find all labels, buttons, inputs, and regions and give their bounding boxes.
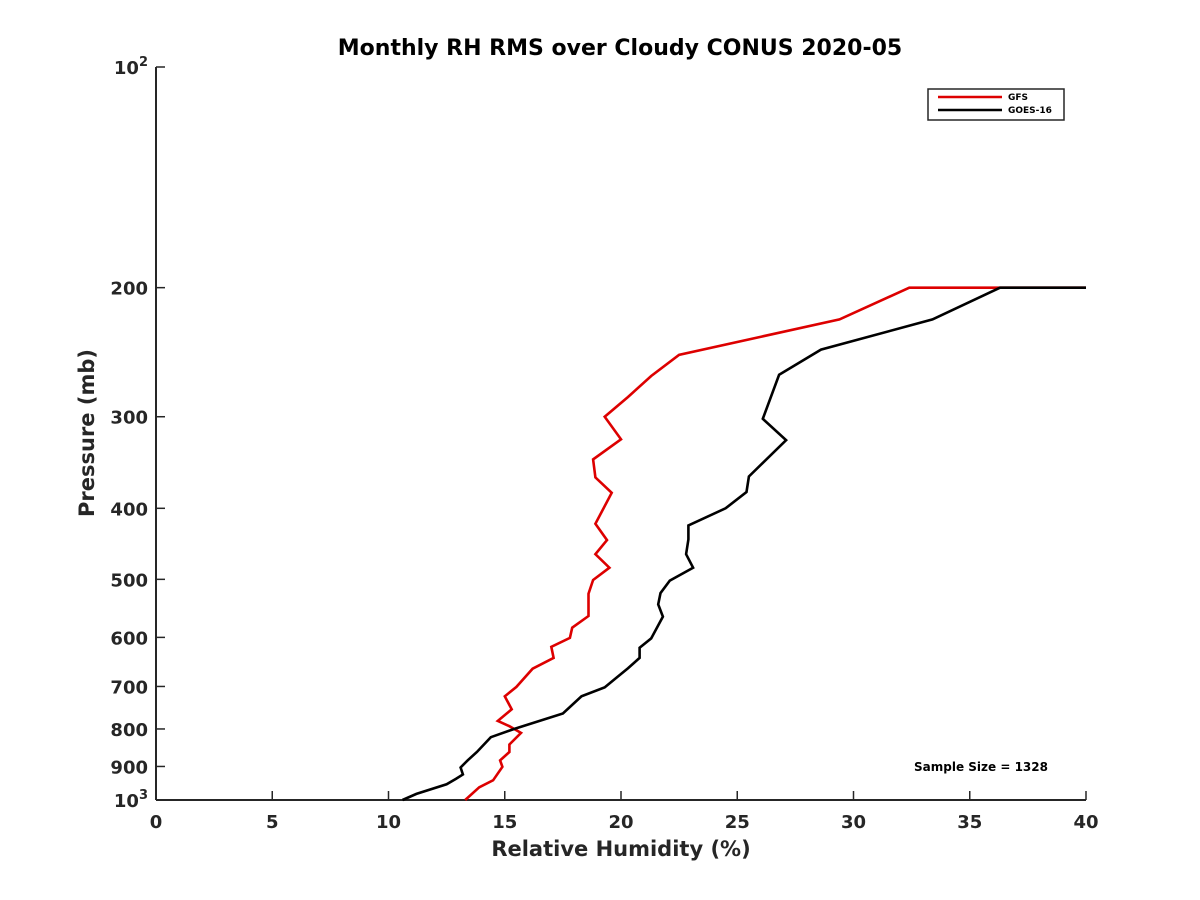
y-tick-label: 200 (110, 279, 148, 300)
x-tick-label: 15 (492, 812, 517, 833)
sample-size-annotation: Sample Size = 1328 (914, 760, 1048, 774)
y-tick-label: 300 (110, 408, 148, 429)
series-line-gfs (464, 286, 1086, 801)
y-tick-label: 600 (110, 628, 148, 649)
y-tick-label: 103 (114, 788, 148, 812)
legend: GFS GOES-16 (927, 88, 1065, 121)
axes: 0 5 10 15 20 25 30 35 40 102 200 300 400 500 600 700 800… (110, 55, 1098, 833)
series-line-goes16 (401, 286, 1086, 802)
legend-box (927, 88, 1065, 121)
x-tick-label: 40 (1073, 812, 1098, 833)
legend-label-goes16: GOES-16 (1008, 106, 1052, 116)
x-tick-label: 20 (608, 812, 633, 833)
x-tick-label: 5 (266, 812, 279, 833)
y-tick-label: 102 (114, 55, 148, 79)
x-axis-label: Relative Humidity (%) (491, 837, 750, 861)
y-tick-label: 500 (110, 570, 148, 591)
legend-label-gfs: GFS (1008, 93, 1028, 103)
x-tick-label: 25 (725, 812, 750, 833)
y-tick-label: 400 (110, 499, 148, 520)
series-layer (401, 286, 1086, 802)
x-tick-label: 0 (150, 812, 163, 833)
chart-title: Monthly RH RMS over Cloudy CONUS 2020-05 (338, 36, 902, 61)
y-axis-label: Pressure (mb) (75, 349, 99, 517)
y-tick-label: 800 (110, 720, 148, 741)
y-tick-label: 700 (110, 677, 148, 698)
x-tick-label: 35 (957, 812, 982, 833)
y-tick-label: 900 (110, 757, 148, 778)
x-tick-label: 30 (841, 812, 866, 833)
x-tick-label: 10 (376, 812, 401, 833)
